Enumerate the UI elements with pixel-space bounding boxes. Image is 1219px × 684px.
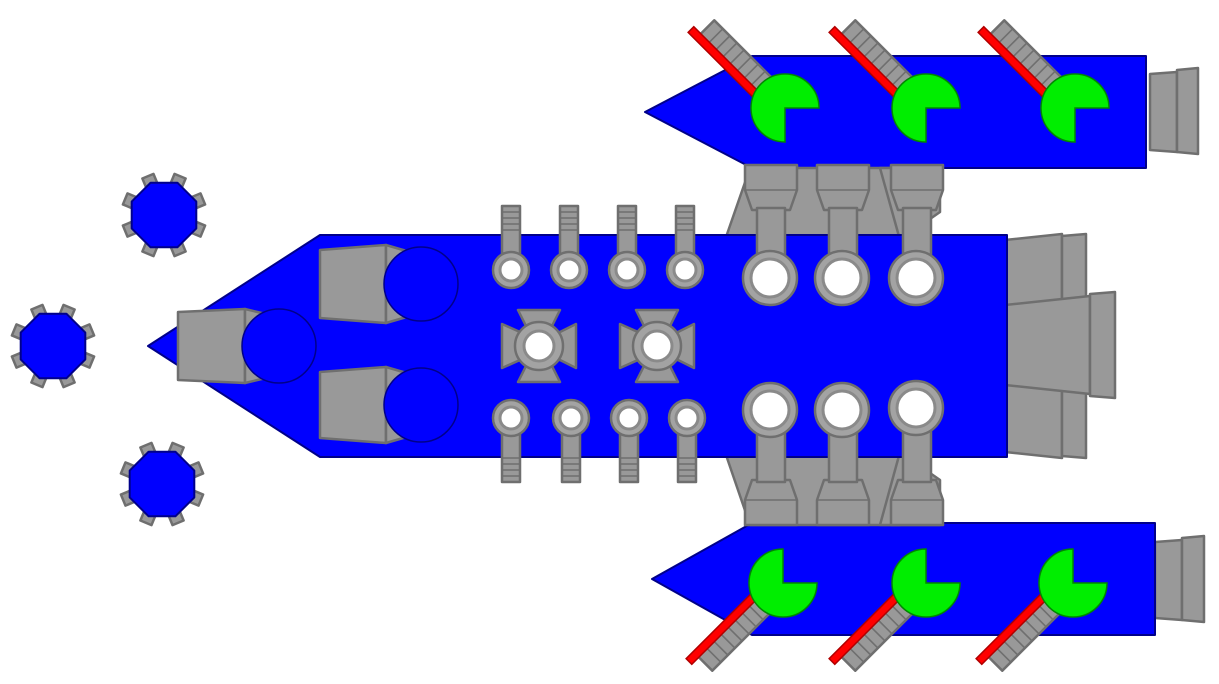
laser-turret-lower-2: [828, 548, 961, 672]
drone-3: [119, 441, 205, 527]
vent-turret-bottom-2: [551, 398, 591, 484]
front-cannon-upper: [318, 243, 459, 325]
laser-turret-upper-2: [828, 19, 961, 143]
upper-pod-rear-thrusters: [1148, 66, 1200, 156]
launcher-turret-bottom-1: [741, 381, 799, 527]
octagon-gear-icon: [10, 303, 96, 389]
vent-turret-top-2: [549, 204, 589, 290]
vent-turret-bottom-1: [491, 398, 531, 484]
launcher-turret-bottom-2: [813, 381, 871, 527]
main-rear-thrusters: [1003, 232, 1117, 460]
vent-turret-top-4: [665, 204, 705, 290]
drone-1: [121, 172, 207, 258]
laser-turret-upper-1: [687, 19, 820, 143]
vent-turret-top-1: [491, 204, 531, 290]
front-cannon-upper-mount: [383, 246, 459, 322]
lower-pod-rear-thrusters: [1153, 534, 1206, 624]
laser-turret-lower-3: [975, 548, 1108, 672]
front-cannon-nose: [176, 307, 317, 385]
vent-turret-bottom-4: [667, 398, 707, 484]
launcher-turret-top-3: [887, 163, 945, 307]
octagon-gear-icon: [119, 441, 205, 527]
vent-turret-bottom-3: [609, 398, 649, 484]
front-cannon-lower-mount: [383, 367, 459, 443]
laser-turret-upper-3: [977, 19, 1110, 143]
cross-turret-1: [500, 308, 578, 384]
launcher-turret-bottom-3: [887, 379, 945, 527]
launcher-turret-top-2: [813, 163, 871, 307]
front-cannon-lower: [318, 365, 459, 445]
front-cannon-nose-mount: [241, 308, 317, 384]
laser-turret-lower-1: [685, 548, 818, 672]
launcher-turret-top-1: [741, 163, 799, 307]
octagon-gear-icon: [121, 172, 207, 258]
vent-turret-top-3: [607, 204, 647, 290]
cross-turret-2: [618, 308, 696, 384]
drone-2: [10, 303, 96, 389]
